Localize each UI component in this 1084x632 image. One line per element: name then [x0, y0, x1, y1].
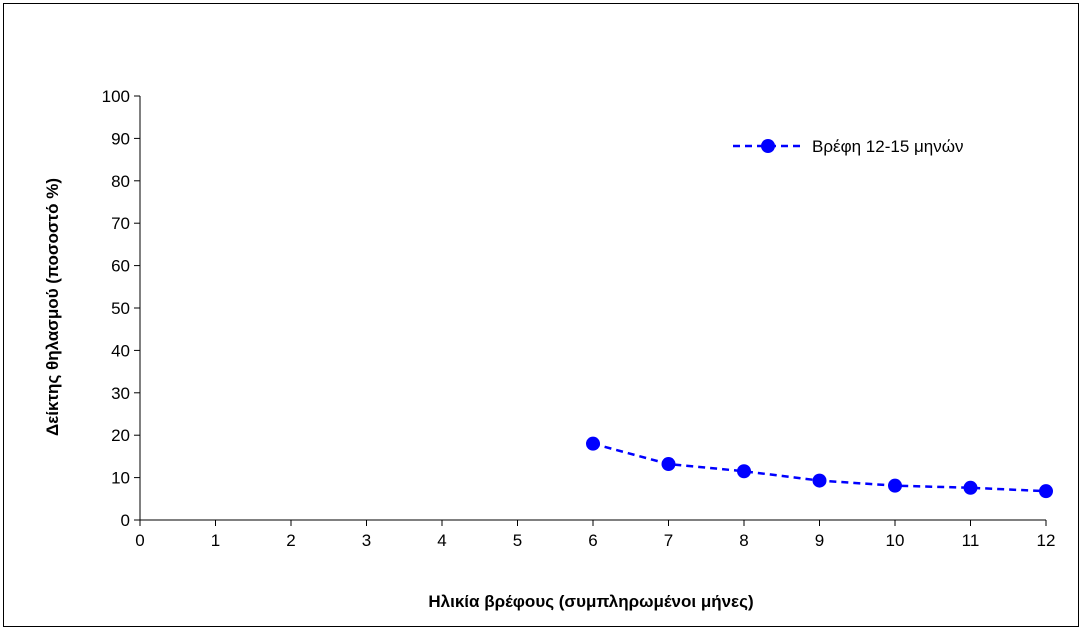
- y-tick-label: 70: [111, 214, 130, 233]
- data-point: [586, 436, 600, 451]
- y-tick-label: 60: [111, 257, 130, 276]
- series-layer: [586, 436, 1053, 499]
- x-tick-label: 7: [664, 531, 673, 550]
- x-tick-label: 3: [362, 531, 371, 550]
- legend: Βρέφη 12-15 μηνών: [733, 137, 964, 156]
- y-tick-label: 90: [111, 129, 130, 148]
- x-tick-label: 8: [739, 531, 748, 550]
- data-point: [888, 478, 902, 493]
- y-tick-label: 80: [111, 172, 130, 191]
- data-point: [812, 473, 827, 488]
- x-tick-label: 5: [513, 531, 522, 550]
- x-axis: 0 1 2 3 4 5 6 7 8 9 10 11 12: [135, 519, 1055, 550]
- y-axis-title: Δείκτης θηλασμού (ποσοστό %): [43, 178, 62, 436]
- legend-marker: [761, 139, 775, 153]
- y-tick-label: 0: [121, 511, 130, 530]
- chart-frame: [3, 3, 1079, 627]
- data-point: [963, 480, 978, 495]
- x-axis-title: Ηλικία βρέφους (συμπληρωμένοι μήνες): [428, 592, 753, 611]
- y-ticks: 0 10 20 30 40 50 60 70 80 90 100: [102, 87, 140, 530]
- y-axis: 0 10 20 30 40 50 60 70 80 90 100: [102, 87, 141, 530]
- x-tick-label: 10: [886, 531, 905, 550]
- x-tick-label: 2: [286, 531, 295, 550]
- x-tick-label: 4: [437, 531, 446, 550]
- x-tick-label: 11: [962, 531, 980, 550]
- y-tick-label: 30: [111, 384, 130, 403]
- x-tick-label: 9: [815, 531, 824, 550]
- x-tick-label: 6: [588, 531, 597, 550]
- legend-label: Βρέφη 12-15 μηνών: [812, 137, 964, 156]
- data-point: [661, 457, 676, 472]
- y-tick-label: 50: [111, 299, 130, 318]
- x-tick-label: 12: [1037, 531, 1056, 550]
- y-tick-label: 40: [111, 341, 130, 360]
- y-tick-label: 10: [111, 469, 130, 488]
- x-tick-label: 1: [211, 531, 220, 550]
- x-tick-label: 0: [135, 531, 144, 550]
- x-ticks: 0 1 2 3 4 5 6 7 8 9 10 11 12: [135, 520, 1055, 550]
- data-point: [737, 464, 751, 479]
- y-tick-label: 100: [102, 87, 130, 106]
- data-point: [1039, 484, 1053, 499]
- y-tick-label: 20: [111, 426, 130, 445]
